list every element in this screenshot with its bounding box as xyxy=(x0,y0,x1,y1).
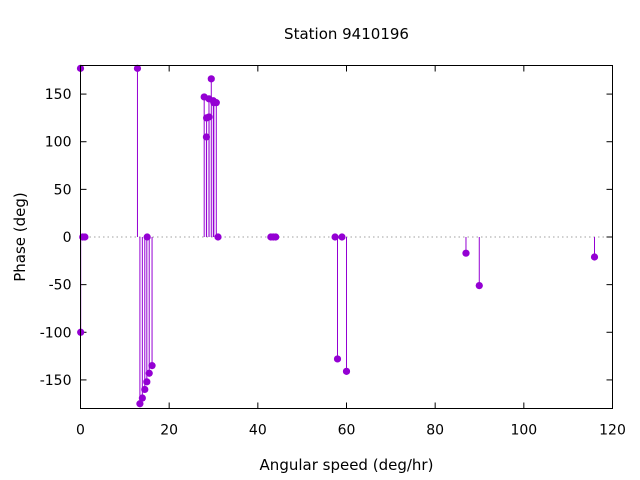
data-point xyxy=(202,133,211,141)
data-point xyxy=(590,253,599,261)
chart-title: Station 9410196 xyxy=(284,25,409,43)
y-axis-label: Phase (deg) xyxy=(11,192,29,282)
y-tick-label: 50 xyxy=(54,182,72,198)
y-tick-label: 0 xyxy=(63,230,72,246)
x-tick-label: 120 xyxy=(599,423,626,439)
data-point xyxy=(214,233,222,241)
data-point xyxy=(462,249,470,257)
data-point xyxy=(145,369,153,377)
y-tick-label: -100 xyxy=(40,325,72,341)
y-tick-label: 100 xyxy=(45,135,72,151)
data-point xyxy=(333,355,342,363)
data-point xyxy=(338,233,346,241)
x-tick-label: 20 xyxy=(160,423,178,439)
data-point xyxy=(331,233,339,241)
data-point xyxy=(143,378,151,386)
plot-border xyxy=(80,65,613,409)
data-point xyxy=(207,75,215,83)
data-point xyxy=(136,400,144,408)
data-point xyxy=(141,385,149,394)
data-point xyxy=(148,362,156,370)
data-point xyxy=(138,394,146,402)
data-point xyxy=(205,113,213,121)
x-axis-label: Angular speed (deg/hr) xyxy=(260,456,434,474)
data-point xyxy=(475,281,483,290)
x-axis-ticks: 0 20 40 60 80 100 120 xyxy=(76,65,626,439)
y-tick-label: 150 xyxy=(45,87,72,103)
data-point xyxy=(212,99,220,107)
data-point xyxy=(342,367,351,375)
x-tick-label: 40 xyxy=(249,423,267,439)
y-axis-ticks: -150 -100 -50 0 50 100 150 xyxy=(40,87,613,389)
y-tick-label: -150 xyxy=(40,373,72,389)
x-tick-label: 60 xyxy=(338,423,356,439)
x-tick-label: 80 xyxy=(426,423,444,439)
x-tick-label: 0 xyxy=(76,423,85,439)
data-point xyxy=(272,233,280,241)
data-point xyxy=(81,233,89,241)
y-tick-label: -50 xyxy=(49,278,72,294)
x-tick-label: 100 xyxy=(510,423,537,439)
data-points xyxy=(76,64,599,408)
data-point xyxy=(143,233,151,241)
data-point xyxy=(133,64,142,72)
